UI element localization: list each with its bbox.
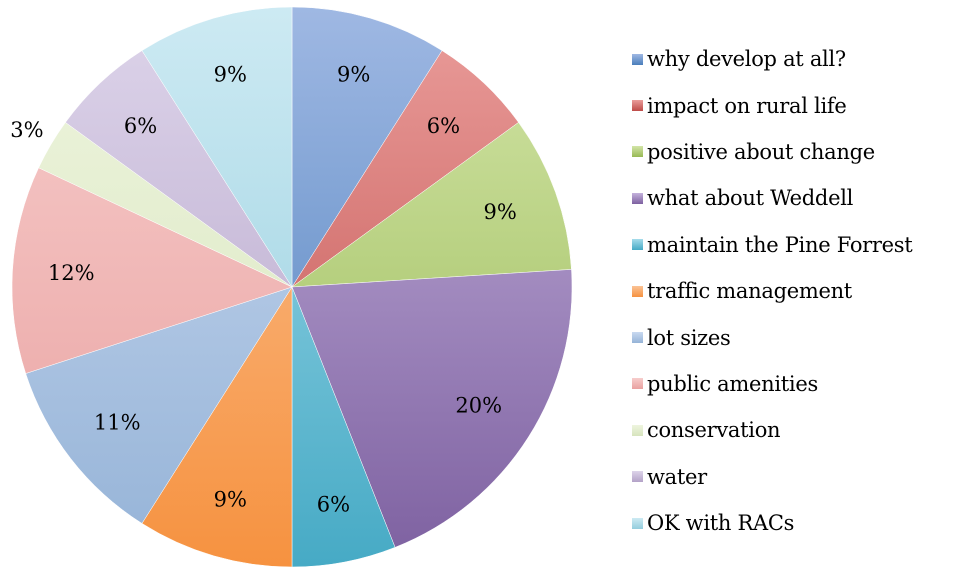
pie-chart: 9% 6% 9% 20% 6% 9% 11% 12% 3% 6% 9% bbox=[10, 6, 573, 568]
legend-label: maintain the Pine Forrest bbox=[647, 232, 913, 257]
slice-value-label-2: 6% bbox=[427, 114, 460, 138]
legend-label: why develop at all? bbox=[647, 47, 846, 72]
legend-label: what about Weddell bbox=[647, 186, 854, 211]
legend-swatch bbox=[632, 146, 643, 158]
legend-swatch bbox=[632, 239, 643, 251]
pie-slice-7 bbox=[25, 286, 293, 524]
legend-label: impact on rural life bbox=[647, 93, 847, 118]
pie-slices bbox=[11, 6, 573, 568]
slice-value-label-4: 20% bbox=[455, 394, 502, 418]
legend-swatch bbox=[632, 285, 643, 297]
legend: why develop at all? impact on rural life p… bbox=[632, 36, 913, 546]
pie-slice-3 bbox=[291, 122, 572, 288]
legend-label: lot sizes bbox=[647, 325, 731, 350]
pie-slice-1 bbox=[291, 6, 443, 288]
legend-label: traffic management bbox=[647, 279, 852, 304]
legend-item-1: why develop at all? bbox=[632, 36, 912, 82]
pie-value-labels: 9% 6% 9% 20% 6% 9% 11% 12% 3% 6% 9% bbox=[10, 63, 517, 517]
slice-value-label-8: 12% bbox=[48, 261, 95, 285]
slice-value-label-7: 11% bbox=[94, 411, 141, 435]
slice-value-label-5: 6% bbox=[317, 492, 350, 516]
legend-item-8: public amenities bbox=[632, 361, 912, 407]
pie-slice-6 bbox=[141, 286, 293, 568]
slice-value-label-10: 6% bbox=[124, 114, 157, 138]
legend-item-5: maintain the Pine Forrest bbox=[632, 222, 913, 268]
legend-item-4: what about Weddell bbox=[632, 175, 912, 221]
legend-label: OK with RACs bbox=[647, 511, 795, 536]
legend-item-10: water bbox=[632, 454, 912, 500]
legend-label: positive about change bbox=[647, 139, 875, 164]
legend-swatch bbox=[632, 192, 643, 204]
pie-slice-11 bbox=[141, 6, 293, 288]
legend-item-6: traffic management bbox=[632, 268, 912, 314]
legend-label: public amenities bbox=[647, 371, 818, 396]
slice-value-label-6: 9% bbox=[214, 487, 247, 511]
legend-swatch bbox=[632, 517, 643, 529]
slice-value-label-11: 9% bbox=[214, 63, 247, 87]
legend-swatch bbox=[632, 378, 643, 390]
pie-slice-4 bbox=[291, 269, 573, 548]
legend-item-3: positive about change bbox=[632, 129, 912, 175]
legend-item-11: OK with RACs bbox=[632, 500, 912, 546]
slice-value-label-3: 9% bbox=[483, 200, 516, 224]
legend-item-7: lot sizes bbox=[632, 314, 912, 360]
legend-swatch bbox=[632, 424, 643, 436]
legend-swatch bbox=[632, 332, 643, 344]
legend-swatch bbox=[632, 53, 643, 65]
legend-item-9: conservation bbox=[632, 407, 912, 453]
legend-label: conservation bbox=[647, 418, 781, 443]
slice-value-label-1: 9% bbox=[337, 63, 370, 87]
legend-swatch bbox=[632, 471, 643, 483]
slice-value-label-9: 3% bbox=[10, 118, 43, 142]
pie-slice-8 bbox=[11, 167, 293, 374]
legend-item-2: impact on rural life bbox=[632, 82, 912, 128]
legend-label: water bbox=[647, 464, 707, 489]
legend-swatch bbox=[632, 100, 643, 112]
